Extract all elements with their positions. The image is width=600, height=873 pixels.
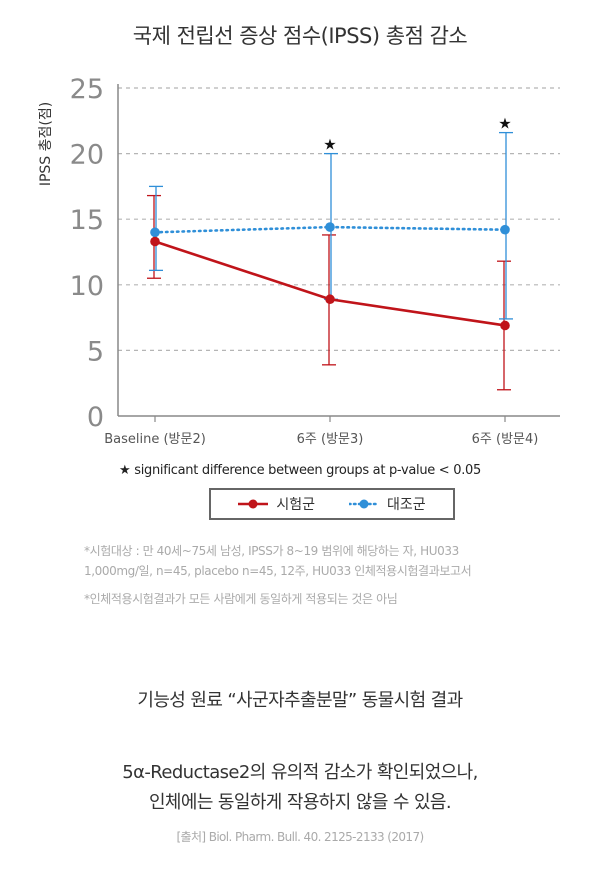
legend-swatch-control xyxy=(349,499,379,509)
data-point-0-1 xyxy=(325,294,335,305)
bottom-line-2: 인체에는 동일하게 작용하지 않을 수 있음. xyxy=(148,792,452,813)
x-tick-label-2: 6주 (방문4) xyxy=(472,432,539,447)
footnote-3: *인체적용시험결과가 모든 사람에게 동일하게 적용되는 것은 아님 xyxy=(84,592,398,606)
x-tick-label-0: Baseline (방문2) xyxy=(104,432,206,447)
series-line-0 xyxy=(154,240,506,327)
data-point-1-0 xyxy=(150,227,160,238)
source-citation: [출처] Biol. Pharm. Bull. 40. 2125-2133 (2… xyxy=(176,830,424,844)
legend-item-control: 대조군 xyxy=(349,494,426,514)
star-icon: ★ xyxy=(119,463,131,478)
x-tick-label-1: 6주 (방문3) xyxy=(297,432,364,447)
legend-swatch-test xyxy=(238,499,269,509)
significance-note-text: significant difference between groups at… xyxy=(134,463,481,478)
data-point-0-0 xyxy=(150,236,160,247)
chart-title: 국제 전립선 증상 점수(IPSS) 총점 감소 xyxy=(132,24,468,48)
significance-star-1: ★ xyxy=(498,114,511,132)
bottom-line-1: 5α-Reductase2의 유의적 감소가 확인되었으나, xyxy=(122,762,478,783)
y-axis-title: IPSS 총점(점) xyxy=(38,102,54,186)
legend-label-test: 시험군 xyxy=(276,497,315,513)
data-point-1-1 xyxy=(325,222,335,232)
significance-note: ★ significant difference between groups … xyxy=(0,463,600,478)
data-point-0-2 xyxy=(500,320,510,331)
bottom-heading: 기능성 원료 “사군자추출분말” 동물시험 결과 xyxy=(137,690,463,711)
y-tick-label-0: 0 xyxy=(87,402,104,433)
footnote-1: *시험대상 : 만 40세~75세 남성, IPSS가 8~19 범위에 해당하… xyxy=(84,544,459,558)
y-tick-label-15: 15 xyxy=(70,205,104,236)
footnote-2: 1,000mg/일, n=45, placebo n=45, 12주, HU03… xyxy=(84,564,472,578)
chart-legend: 시험군 대조군 xyxy=(209,488,455,520)
legend-item-test: 시험군 xyxy=(238,494,315,514)
data-point-1-2 xyxy=(500,224,510,235)
significance-star-0: ★ xyxy=(323,135,336,153)
y-tick-label-25: 25 xyxy=(70,74,104,105)
y-tick-label-10: 10 xyxy=(70,271,104,302)
y-tick-label-5: 5 xyxy=(87,336,104,367)
y-tick-label-20: 20 xyxy=(70,140,104,171)
ipss-line-chart: 0 5 10 15 20 25 Baseline (방문2) 6주 (방문3) 6주 (방문4)… xyxy=(38,74,560,447)
legend-label-control: 대조군 xyxy=(387,497,426,513)
